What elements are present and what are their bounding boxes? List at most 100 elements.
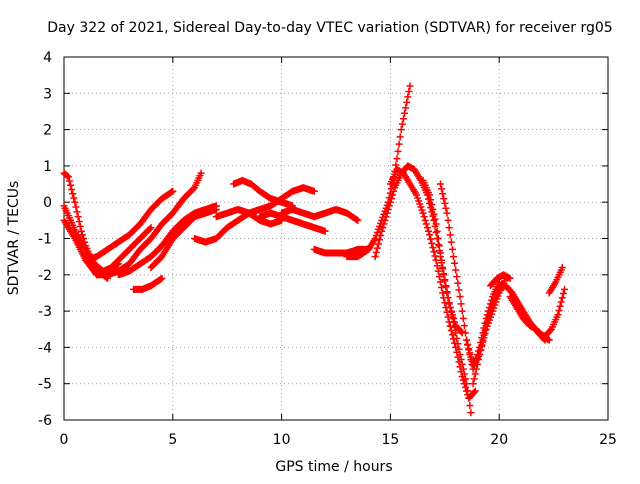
data-point <box>69 190 77 198</box>
data-point <box>453 348 461 356</box>
data-point <box>445 300 453 308</box>
data-point <box>454 279 462 287</box>
data-point <box>456 293 464 301</box>
data-point <box>65 177 73 185</box>
data-point <box>399 115 407 123</box>
data-point <box>554 311 562 319</box>
data-point <box>389 191 397 199</box>
data-point <box>395 140 403 148</box>
data-point <box>506 274 514 282</box>
data-point <box>420 213 428 221</box>
data-point <box>430 248 438 256</box>
data-point <box>442 204 450 212</box>
data-point <box>441 299 449 307</box>
data-point <box>310 187 318 195</box>
data-point <box>372 248 380 256</box>
data-point <box>434 235 442 242</box>
data-point <box>383 209 391 217</box>
data-point <box>354 216 362 224</box>
data-point <box>482 322 490 330</box>
data-point <box>432 220 440 228</box>
data-point <box>555 306 563 314</box>
data-point <box>197 169 205 177</box>
data-series <box>386 166 479 402</box>
chart-title: Day 322 of 2021, Sidereal Day-to-day VTE… <box>47 20 612 36</box>
data-point <box>451 259 459 267</box>
data-series <box>130 274 166 293</box>
data-point <box>460 380 468 388</box>
data-point <box>463 336 471 344</box>
data-point <box>403 98 411 106</box>
data-point <box>75 218 83 226</box>
x-axis-label: GPS time / hours <box>275 459 392 475</box>
data-point <box>557 298 565 306</box>
data-point <box>467 409 475 417</box>
x-tick-label: 0 <box>60 432 69 448</box>
data-point <box>189 185 197 193</box>
data-point <box>433 262 441 270</box>
data-point <box>443 288 451 296</box>
y-axis-label: SDTVAR / TECUs <box>6 181 22 296</box>
y-tick-label: 0 <box>43 195 52 211</box>
data-point <box>459 376 467 384</box>
data-point <box>435 273 443 281</box>
data-point <box>64 173 72 181</box>
data-point <box>68 185 76 193</box>
data-point <box>488 303 496 311</box>
data-point <box>439 264 447 272</box>
data-point <box>456 363 464 371</box>
data-point <box>467 353 475 361</box>
y-tick-label: 1 <box>43 159 52 175</box>
data-point <box>476 351 484 359</box>
y-tick-label: 3 <box>43 86 52 102</box>
data-point <box>452 266 460 274</box>
data-point <box>384 205 392 213</box>
x-tick-label: 10 <box>273 432 291 448</box>
y-tick-label: -4 <box>38 340 52 356</box>
data-point <box>443 209 451 217</box>
data-point <box>431 215 439 223</box>
data-point <box>396 133 404 141</box>
data-point <box>448 331 456 339</box>
data-series <box>60 216 155 279</box>
data-point <box>559 290 567 298</box>
data-point <box>158 274 166 282</box>
data-series <box>343 82 414 261</box>
data-point <box>470 388 478 396</box>
data-point <box>450 314 458 322</box>
data-point <box>458 307 466 315</box>
data-point <box>404 93 412 101</box>
y-tick-label: -3 <box>38 304 52 320</box>
x-tick-label: 20 <box>490 432 508 448</box>
data-point <box>430 216 438 224</box>
data-point <box>445 224 453 232</box>
data-point <box>381 216 389 224</box>
data-point <box>441 276 449 284</box>
data-point <box>464 340 472 348</box>
data-point <box>481 326 489 334</box>
data-point <box>70 194 78 202</box>
y-tick-label: -1 <box>38 232 52 248</box>
data-series <box>256 209 329 235</box>
data-point <box>556 302 564 310</box>
data-point <box>466 401 474 409</box>
data-point <box>398 120 406 128</box>
data-point <box>446 231 454 239</box>
data-point <box>457 300 465 308</box>
data-series <box>82 187 177 264</box>
data-point <box>406 82 414 90</box>
data-point <box>451 339 459 347</box>
data-point <box>475 356 483 363</box>
x-tick-label: 15 <box>381 432 399 448</box>
data-point <box>386 198 394 206</box>
y-tick-label: 4 <box>43 50 52 66</box>
data-point <box>447 326 455 334</box>
data-point <box>455 358 463 366</box>
data-point <box>558 264 566 272</box>
data-point <box>421 216 429 224</box>
data-point <box>74 213 82 221</box>
data-point <box>478 341 486 349</box>
data-point <box>434 267 442 275</box>
data-point <box>394 147 402 155</box>
x-tick-label: 5 <box>168 432 177 448</box>
